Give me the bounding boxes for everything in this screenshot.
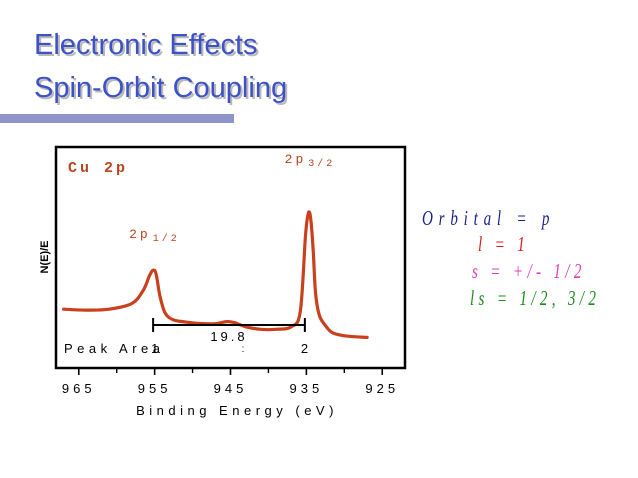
x-tick-label: 965 xyxy=(62,381,96,396)
x-tick-label: 945 xyxy=(214,381,248,396)
l-note: l = 1 xyxy=(478,232,530,256)
ls-note: ls = 1/2, 3/2 xyxy=(470,286,601,310)
slide-title-line1: Electronic Effects xyxy=(34,29,258,61)
x-tick-label: 935 xyxy=(290,381,324,396)
peak-area-value: 1 xyxy=(151,341,158,356)
orbital-note: Orbital = p xyxy=(422,206,556,230)
title-divider-bar xyxy=(0,114,234,123)
s-note: s = +/- 1/2 xyxy=(472,259,586,283)
splitting-value: 19.8 xyxy=(210,329,247,344)
x-axis-label: Binding Energy (eV) xyxy=(136,403,338,418)
spectrum-trace xyxy=(62,210,369,339)
splitting-separator: : xyxy=(242,344,245,355)
y-axis-label: N(E)/E xyxy=(39,241,51,274)
peak-area-label: Peak Area xyxy=(64,341,165,356)
peak-label-3-2: 2p 3/2 xyxy=(285,152,336,170)
peak-label-1-2: 2p 1/2 xyxy=(129,227,180,245)
chart-title: Cu 2p xyxy=(68,160,128,177)
x-tick-label: 955 xyxy=(138,381,172,396)
x-tick-label: 925 xyxy=(365,381,399,396)
slide-title-line2: Spin-Orbit Coupling xyxy=(34,72,288,104)
peak-area-value: 2 xyxy=(301,341,308,356)
